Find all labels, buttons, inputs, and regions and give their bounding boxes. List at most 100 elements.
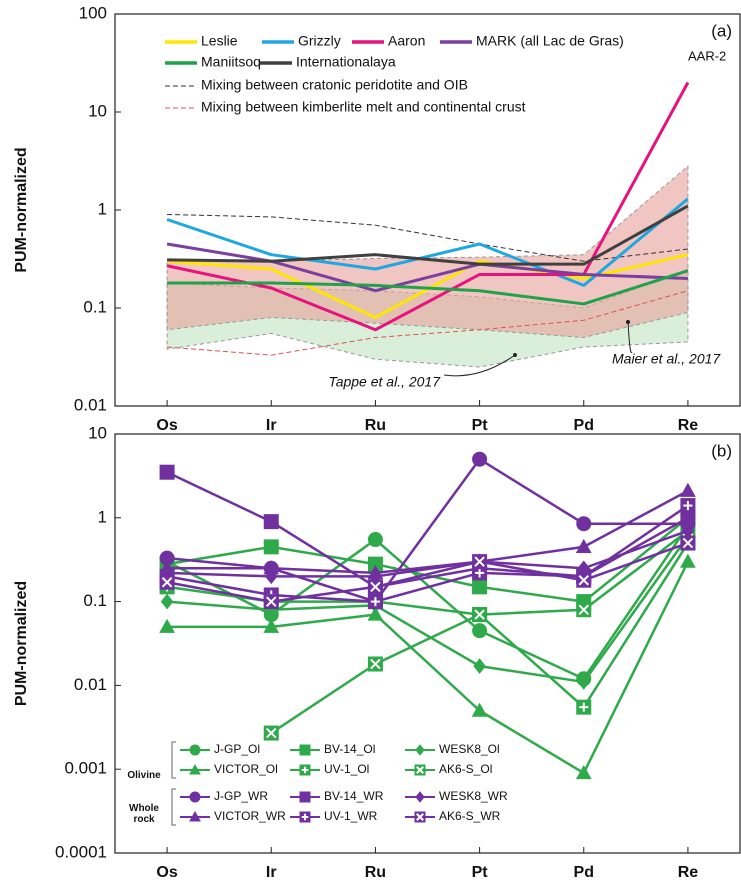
legend-label: Leslie [201,33,238,49]
marker [575,765,592,780]
marker-cross [265,596,277,607]
annotation-arrow-head [513,353,517,357]
marker [189,744,201,756]
y-tick-label: 0.01 [74,395,107,414]
series-line [166,471,689,589]
annotation-arrow [443,354,516,377]
series-line [166,457,688,603]
y-tick-label: 0.1 [83,297,107,316]
marker-cross [265,727,277,739]
legend-label: UV-1_WR [324,809,378,823]
y-axis-title: PUM-normalized [13,581,30,706]
marker [367,606,384,621]
marker [265,568,278,585]
marker [160,593,174,610]
y-tick-label: 0.1 [83,591,107,610]
y-axis-title: PUM-normalized [13,147,30,272]
legend-label: WESK8_Ol [439,742,500,756]
marker-cross [370,658,381,670]
marker [680,553,696,568]
marker-cross [578,604,590,615]
legend-label: UV-1_Ol [324,762,369,776]
legend-label: Aaron [388,33,425,49]
legend-label: J-GP_WR [214,789,268,803]
series-line [166,525,689,681]
series-line [167,529,689,578]
marker-cross [682,537,694,549]
marker [159,618,175,633]
legend-label: MARK (all Lac de Gras) [476,33,624,49]
legend-label: BV-14_Ol [324,742,375,756]
series-line [166,242,688,293]
marker [263,539,279,555]
x-tick-label: Re [678,864,699,881]
legend-label: WESK8_WR [439,789,508,803]
marker [415,744,425,756]
marker [577,674,590,690]
y-tick-label: 0.001 [64,759,107,778]
annotation-arrow-head [626,320,630,324]
x-tick-label: Ru [365,864,386,881]
area-label: Maier et al., 2017 [612,351,721,367]
y-tick-label: 1 [98,507,107,526]
series-line [167,269,689,306]
legend-label: AK6-S_Ol [439,762,492,776]
marker [189,810,201,822]
area-label: Tappe et al., 2017 [328,374,441,390]
marker [576,516,592,532]
series-line [166,504,689,603]
marker [472,451,488,467]
legend-label: Maniitsoq [201,54,261,70]
legend-label: J-GP_Ol [214,742,260,756]
legend-label: BV-14_WR [324,789,384,803]
marker [299,744,311,756]
plot-frame [114,433,741,854]
marker [263,618,280,633]
marker-cross [416,766,424,774]
x-tick-label: Pt [472,417,489,434]
marker [189,791,201,803]
area [166,165,689,339]
marker-cross [416,813,424,821]
x-tick-label: Ir [266,864,277,881]
legend-bracket [171,788,176,826]
marker [471,702,488,717]
marker [299,791,311,803]
x-tick-label: Pd [574,864,594,881]
legend-bracket [171,741,176,779]
x-tick-label: Ru [365,417,386,434]
marker [473,658,486,674]
marker-cross [370,581,381,593]
marker-cross [578,574,590,586]
legend-label: Mixing between cratonic peridotite and O… [201,77,468,93]
y-tick-label: 1 [98,199,107,218]
legend-label: Grizzly [298,33,341,49]
marker [472,579,488,595]
y-tick-label: 0.0001 [55,842,107,861]
x-tick-label: Pd [574,417,594,434]
series-line [166,535,689,684]
marker [680,482,696,497]
y-tick-label: 10 [88,423,107,442]
legend-group-label: Olivine [127,770,161,781]
marker-cross [474,556,485,567]
marker-cross [474,609,485,620]
x-tick-label: Pt [472,864,489,881]
legend-label: Internationalaya [296,54,396,70]
legend-label: VICTOR_WR [214,809,286,823]
marker [189,763,201,775]
marker [415,791,425,803]
series-line [166,541,689,603]
y-tick-label: 10 [88,101,107,120]
series-line [166,197,689,287]
annotation: AAR-2 [688,48,726,63]
legend-group-label: Whole rock [129,803,159,825]
marker [263,514,279,530]
series-line [167,561,690,775]
panel-label: (a) [711,21,732,40]
marker [472,623,488,639]
marker-cross [161,577,173,588]
y-tick-label: 0.01 [74,675,107,694]
